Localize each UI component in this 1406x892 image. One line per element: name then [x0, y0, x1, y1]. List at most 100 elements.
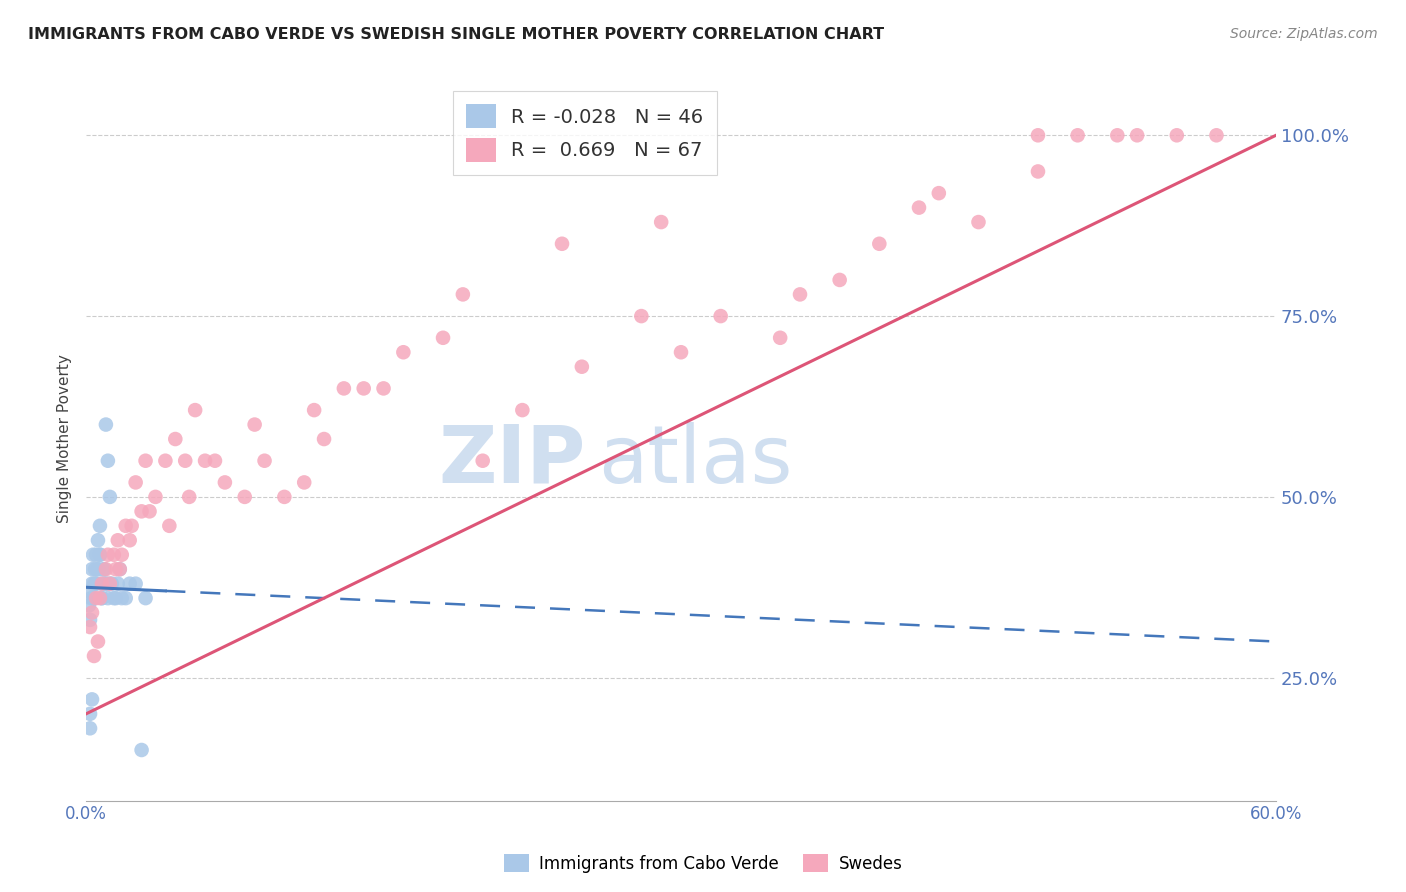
- Legend: R = -0.028   N = 46, R =  0.669   N = 67: R = -0.028 N = 46, R = 0.669 N = 67: [453, 91, 717, 175]
- Point: [1107, 128, 1129, 143]
- Point: [89, 591, 111, 606]
- Point: [108, 562, 131, 576]
- Point: [131, 743, 153, 757]
- Point: [233, 490, 256, 504]
- Point: [155, 454, 177, 468]
- Point: [80, 576, 103, 591]
- Point: [312, 432, 335, 446]
- Point: [104, 591, 127, 606]
- Point: [114, 518, 136, 533]
- Point: [928, 186, 950, 201]
- Point: [84, 591, 107, 606]
- Point: [967, 215, 990, 229]
- Point: [107, 576, 129, 591]
- Point: [87, 533, 110, 548]
- Point: [77, 583, 100, 598]
- Point: [90, 576, 112, 591]
- Point: [94, 576, 117, 591]
- Point: [392, 345, 415, 359]
- Point: [451, 287, 474, 301]
- Point: [80, 606, 103, 620]
- Point: [94, 417, 117, 432]
- Point: [1026, 128, 1049, 143]
- Point: [179, 490, 201, 504]
- Point: [90, 591, 112, 606]
- Point: [135, 591, 157, 606]
- Point: [83, 591, 105, 606]
- Point: [89, 548, 111, 562]
- Point: [432, 331, 454, 345]
- Point: [630, 309, 652, 323]
- Point: [769, 331, 792, 345]
- Text: atlas: atlas: [598, 422, 792, 500]
- Point: [103, 591, 125, 606]
- Point: [80, 591, 103, 606]
- Point: [83, 648, 105, 663]
- Point: [79, 620, 101, 634]
- Point: [1166, 128, 1188, 143]
- Point: [98, 490, 121, 504]
- Point: [83, 591, 105, 606]
- Point: [98, 576, 121, 591]
- Point: [97, 548, 120, 562]
- Point: [89, 518, 111, 533]
- Point: [551, 236, 574, 251]
- Point: [908, 201, 931, 215]
- Point: [82, 548, 104, 562]
- Point: [710, 309, 733, 323]
- Point: [1126, 128, 1149, 143]
- Point: [90, 591, 112, 606]
- Point: [135, 454, 157, 468]
- Point: [253, 454, 276, 468]
- Point: [124, 475, 146, 490]
- Point: [79, 613, 101, 627]
- Point: [77, 599, 100, 613]
- Point: [512, 403, 534, 417]
- Point: [87, 634, 110, 648]
- Point: [333, 381, 356, 395]
- Text: IMMIGRANTS FROM CABO VERDE VS SWEDISH SINGLE MOTHER POVERTY CORRELATION CHART: IMMIGRANTS FROM CABO VERDE VS SWEDISH SI…: [28, 27, 884, 42]
- Point: [571, 359, 593, 374]
- Point: [80, 562, 103, 576]
- Point: [373, 381, 395, 395]
- Point: [107, 533, 129, 548]
- Point: [79, 706, 101, 721]
- Point: [94, 562, 117, 576]
- Point: [121, 518, 143, 533]
- Point: [79, 721, 101, 735]
- Point: [174, 454, 197, 468]
- Point: [80, 692, 103, 706]
- Point: [868, 236, 890, 251]
- Point: [1026, 164, 1049, 178]
- Point: [83, 576, 105, 591]
- Text: Source: ZipAtlas.com: Source: ZipAtlas.com: [1230, 27, 1378, 41]
- Y-axis label: Single Mother Poverty: Single Mother Poverty: [58, 355, 72, 524]
- Point: [97, 454, 120, 468]
- Point: [84, 562, 107, 576]
- Point: [87, 562, 110, 576]
- Point: [103, 548, 125, 562]
- Point: [97, 591, 120, 606]
- Point: [93, 562, 115, 576]
- Point: [1066, 128, 1088, 143]
- Point: [184, 403, 207, 417]
- Point: [111, 591, 134, 606]
- Point: [165, 432, 187, 446]
- Point: [98, 576, 121, 591]
- Point: [214, 475, 236, 490]
- Point: [353, 381, 375, 395]
- Point: [194, 454, 217, 468]
- Point: [828, 273, 851, 287]
- Point: [93, 562, 115, 576]
- Point: [145, 490, 167, 504]
- Legend: Immigrants from Cabo Verde, Swedes: Immigrants from Cabo Verde, Swedes: [496, 847, 910, 880]
- Point: [157, 518, 180, 533]
- Point: [650, 215, 672, 229]
- Point: [243, 417, 266, 432]
- Point: [94, 576, 117, 591]
- Point: [471, 454, 494, 468]
- Point: [111, 548, 134, 562]
- Point: [118, 533, 141, 548]
- Point: [108, 562, 131, 576]
- Point: [124, 576, 146, 591]
